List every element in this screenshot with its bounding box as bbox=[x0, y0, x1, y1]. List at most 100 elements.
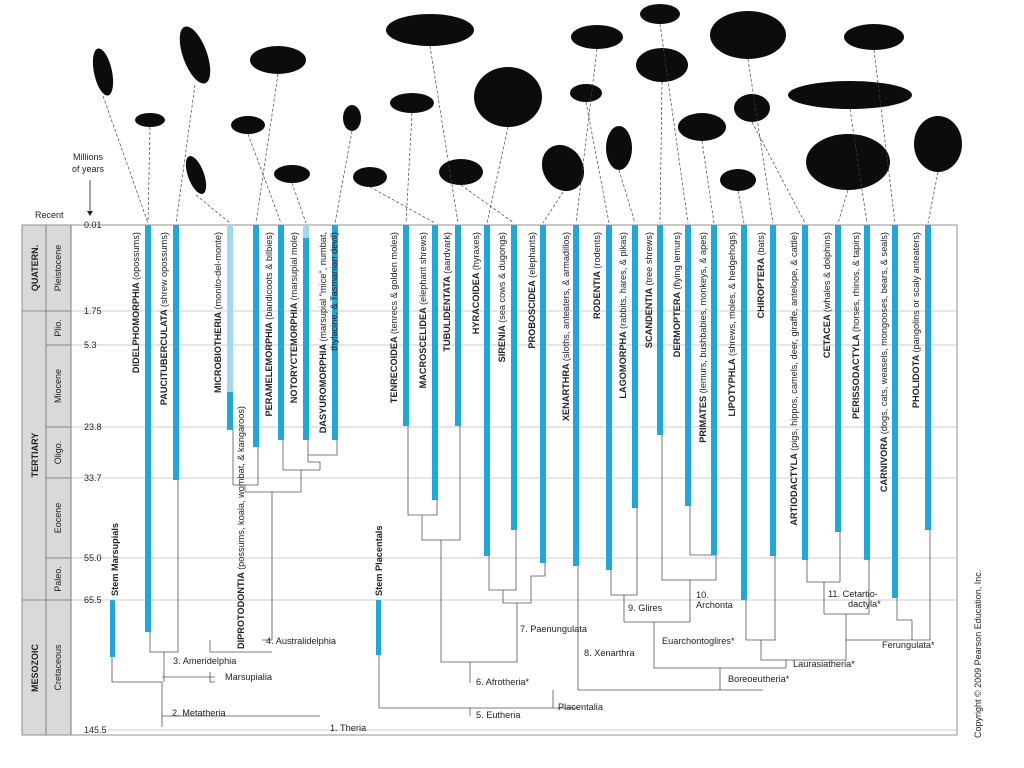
bar-stem-placentals bbox=[376, 600, 381, 655]
bar-microbiotheria bbox=[227, 392, 233, 430]
silhouette-connector bbox=[429, 45, 459, 224]
taxon-label-tubulidentata: TUBULIDENTATA (aardvark) bbox=[442, 232, 452, 352]
bar-notoryctemorphia bbox=[303, 238, 309, 440]
bar-dermoptera bbox=[685, 225, 691, 506]
taxon-label-macroscelidea: MACROSCELIDEA (elephant shrews) bbox=[418, 232, 428, 388]
taxon-label-perissodactyla: PERISSODACTYLA (horses, rhinos, & tapirs… bbox=[851, 232, 861, 419]
marsupial-mole-silhouette bbox=[274, 165, 310, 183]
koala-silhouette bbox=[185, 156, 207, 194]
mole-silhouette bbox=[353, 167, 387, 187]
taxon-label-artiodactyla: ARTIODACTYLA (pigs, hippos, camels, deer… bbox=[789, 232, 799, 526]
silhouette-connector bbox=[849, 108, 868, 224]
taxon-label-paucituberculata: PAUCITUBERCULATA (shrew opossums) bbox=[159, 232, 169, 405]
era-tertiary: TERTIARY bbox=[30, 433, 40, 478]
recent-label: Recent bbox=[35, 210, 64, 220]
node-ferungulata: Ferungulata* bbox=[882, 640, 935, 650]
manatee-silhouette bbox=[386, 14, 474, 46]
taxon-label-sirenia: SIRENIA (sea cows & dugongs) bbox=[497, 232, 507, 362]
silhouette-connectors bbox=[102, 23, 939, 224]
taxon-label-diprotodontia: DIPROTODONTIA (possums, koala, wombat, &… bbox=[236, 406, 246, 649]
stem-placentals-label: Stem Placentals bbox=[374, 526, 384, 596]
silhouette-connector bbox=[460, 184, 515, 224]
orca-silhouette bbox=[788, 81, 912, 109]
bar-microbiotheria-light bbox=[227, 225, 233, 392]
taxon-label-didelphomorphia: DIDELPHOMORPHIA (opossums) bbox=[131, 232, 141, 373]
recent-arrowhead bbox=[87, 211, 93, 216]
tree-shrew-silhouette bbox=[640, 4, 680, 24]
time-tick-label: 1.75 bbox=[84, 306, 102, 316]
node-theria: 1. Theria bbox=[330, 723, 367, 733]
thylacine-silhouette bbox=[250, 46, 306, 74]
epoch-label: Pleistocene bbox=[53, 245, 63, 292]
monkey-silhouette bbox=[678, 113, 726, 141]
silhouette-connector bbox=[618, 169, 636, 224]
time-tick-label: 65.5 bbox=[84, 595, 102, 605]
silhouette-connector bbox=[659, 23, 689, 224]
taxon-label-dermoptera: DERMOPTERA (flying lemurs) bbox=[672, 232, 682, 357]
epoch-label: Cretaceous bbox=[53, 644, 63, 691]
node-archonta: Archonta bbox=[696, 600, 734, 610]
shrew-opossum-silhouette bbox=[135, 113, 165, 127]
node-eutheria: 5. Eutheria bbox=[476, 710, 521, 720]
era-band bbox=[21, 224, 47, 736]
elephant-silhouette bbox=[474, 67, 542, 127]
epoch-band bbox=[45, 224, 72, 736]
time-tick-label: 0.01 bbox=[84, 220, 102, 230]
time-tick-label: 145.5 bbox=[84, 725, 107, 735]
epoch-label: Plio. bbox=[53, 319, 63, 337]
node-placentalia: Placentalia bbox=[558, 702, 604, 712]
bar-notoryctemorphia-light bbox=[303, 225, 309, 238]
bar-rodentia bbox=[606, 225, 612, 570]
silhouette-connector bbox=[486, 126, 509, 224]
silhouette-connector bbox=[585, 101, 610, 224]
tree-branches bbox=[111, 426, 931, 727]
bar-didelphomorphia bbox=[145, 225, 151, 632]
silhouette-connector bbox=[334, 130, 353, 224]
silhouette-connector bbox=[751, 121, 806, 224]
epoch-label: Eocene bbox=[53, 503, 63, 534]
taxon-label-xenarthra: XENARTHRA (sloths, anteaters, & armadill… bbox=[561, 232, 571, 421]
bar-primates bbox=[711, 225, 717, 555]
silhouette-connector bbox=[175, 84, 196, 224]
time-tick-label: 55.0 bbox=[84, 553, 102, 563]
bar-cetacea bbox=[835, 225, 841, 532]
taxon-label-cetacea: CETACEA (whales & dolphins) bbox=[822, 232, 832, 358]
silhouette-connector bbox=[837, 189, 849, 224]
bar-peramelemorphia bbox=[278, 225, 284, 440]
copyright-notice: Copyright © 2009 Pearson Education, Inc. bbox=[973, 570, 983, 738]
bar-perissodactyla bbox=[864, 225, 870, 560]
silhouette-connector bbox=[873, 49, 896, 224]
flying-lemur-silhouette bbox=[636, 48, 688, 82]
silhouette-connector bbox=[147, 126, 151, 224]
bar-diprotodontia bbox=[253, 225, 259, 447]
axis-title-line2: of years bbox=[72, 164, 105, 174]
silhouette-connector bbox=[247, 133, 282, 224]
node-metatheria: 2. Metatheria bbox=[172, 708, 227, 718]
node-laurasiatheria: Laurasiatheria* bbox=[793, 659, 855, 669]
silhouette-connector bbox=[542, 191, 564, 224]
node-paenungulata: 7. Paenungulata bbox=[520, 624, 588, 634]
bar-artiodactyla bbox=[802, 225, 808, 560]
node-ameridelphia: 3. Ameridelphia bbox=[173, 656, 237, 666]
animal-silhouettes bbox=[92, 4, 962, 194]
rhino-silhouette bbox=[806, 134, 890, 190]
silhouette-connector bbox=[927, 171, 939, 224]
node-marsupialia: Marsupialia bbox=[225, 672, 273, 682]
epoch-label: Miocene bbox=[53, 369, 63, 403]
silhouette-connector bbox=[659, 81, 663, 224]
bar-pholidota bbox=[925, 225, 931, 530]
kangaroo-silhouette bbox=[179, 26, 211, 84]
bar-stem-marsupials bbox=[110, 600, 115, 657]
taxon-label-chiroptera: CHIROPTERA (bats) bbox=[756, 232, 766, 318]
bar-tenrecoidea bbox=[403, 225, 409, 426]
silhouette-connector bbox=[291, 182, 307, 224]
node-cetartiodactyla-line2: dactyla* bbox=[848, 599, 881, 609]
taxon-label-dasyuromorphia-line2: thylacine, & Tasmanian devil) bbox=[329, 232, 339, 351]
silhouette-connector bbox=[405, 112, 413, 224]
camel-silhouette bbox=[710, 11, 786, 59]
silhouette-connector bbox=[195, 194, 231, 224]
bar-dasyuromorphia bbox=[332, 225, 338, 440]
epoch-label: Oligo. bbox=[53, 441, 63, 465]
bat-silhouette bbox=[734, 94, 770, 122]
taxon-label-scandentia: SCANDENTIA (tree shrews) bbox=[644, 232, 654, 348]
